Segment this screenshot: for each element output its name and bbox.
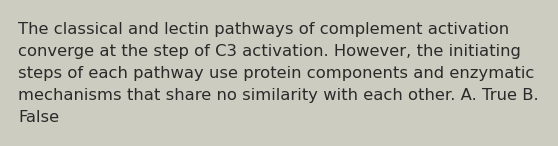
Text: The classical and lectin pathways of complement activation: The classical and lectin pathways of com… xyxy=(18,22,509,37)
Text: steps of each pathway use protein components and enzymatic: steps of each pathway use protein compon… xyxy=(18,66,535,81)
Text: mechanisms that share no similarity with each other. A. True B.: mechanisms that share no similarity with… xyxy=(18,88,538,103)
Text: False: False xyxy=(18,110,59,125)
Text: converge at the step of C3 activation. However, the initiating: converge at the step of C3 activation. H… xyxy=(18,44,521,59)
